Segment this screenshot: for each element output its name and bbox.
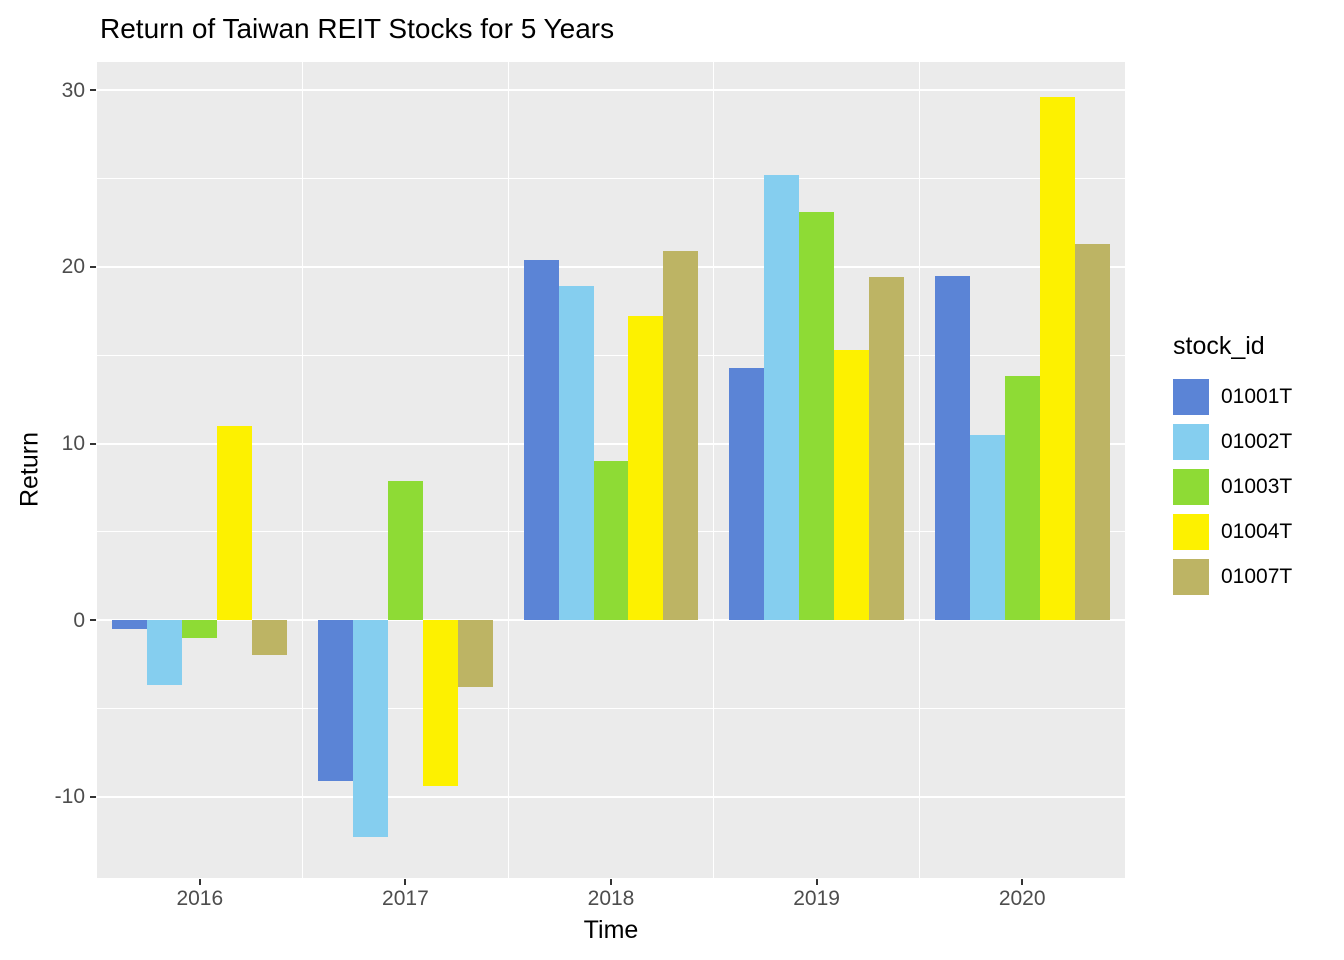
bar-01001T-2016 [112,620,148,629]
x-tick-label-2017: 2017 [382,887,429,910]
gridline-major-y-20 [97,265,1125,268]
legend-label-01002T: 01002T [1221,430,1293,453]
bar-01001T-2019 [729,367,765,621]
x-tick-label-2018: 2018 [587,887,635,910]
x-tick-label-2020: 2020 [998,887,1046,910]
gridline-minor-x-3 [918,62,920,878]
gridline-minor-y-25 [97,178,1125,180]
legend-swatch-01003T [1173,469,1209,505]
bar-01002T-2020 [969,434,1005,621]
legend-item-01004T: 01004T [1173,514,1292,550]
y-tick-mark-0 [90,619,96,622]
x-tick-mark-2018 [610,879,612,885]
gridline-minor-x-2 [713,62,715,878]
y-tick-mark-30 [90,89,96,92]
bar-01003T-2016 [182,620,218,638]
bar-01001T-2018 [523,259,559,621]
legend-item-01001T: 01001T [1173,379,1292,415]
bar-01003T-2020 [1004,376,1040,621]
x-tick-mark-2019 [815,879,818,885]
x-tick-mark-2017 [404,879,407,885]
gridline-minor-x-0 [302,62,304,878]
legend-item-01003T: 01003T [1173,469,1292,505]
bar-01007T-2020 [1074,243,1110,621]
x-tick-mark-2016 [198,879,201,885]
bar-01001T-2020 [934,275,970,621]
gridline-major-y--10 [97,795,1125,798]
gridline-minor-y--5 [97,707,1125,709]
x-axis-label: Time [583,916,639,944]
y-tick-label-0: 0 [73,608,85,632]
legend-swatch-01004T [1173,514,1209,550]
y-tick-label--10: -10 [54,785,85,809]
gridline-major-y-0 [97,619,1125,622]
legend-swatch-01001T [1173,379,1209,415]
bar-01003T-2019 [799,212,835,621]
bar-01004T-2016 [217,425,253,621]
y-tick-label-20: 20 [61,255,85,279]
gridline-major-y-10 [97,442,1125,445]
bar-01007T-2017 [457,620,493,688]
bar-01003T-2017 [387,480,423,621]
bar-01007T-2018 [663,250,699,621]
bar-01002T-2016 [147,620,183,686]
bar-01004T-2017 [422,620,458,787]
legend-item-01007T: 01007T [1173,559,1292,595]
plot-panel [97,62,1125,878]
legend-label-01003T: 01003T [1221,475,1293,498]
y-tick-mark-10 [90,442,96,445]
legend: stock_id 01001T 01002T 01003T 01004T 01007T [1173,332,1292,604]
legend-item-01002T: 01002T [1173,424,1292,460]
y-tick-label-30: 30 [61,78,85,102]
y-axis-label: Return [15,431,44,508]
y-tick-mark-20 [90,265,96,268]
x-tick-label-2016: 2016 [176,887,224,910]
y-tick-mark--10 [90,795,96,798]
bar-01007T-2016 [252,620,288,656]
legend-label-01004T: 01004T [1221,520,1293,543]
legend-label-01001T: 01001T [1221,385,1293,408]
x-tick-label-2019: 2019 [793,887,840,910]
bar-01004T-2019 [834,349,869,621]
bar-01004T-2018 [628,316,664,621]
gridline-minor-x-1 [507,62,509,878]
legend-label-01007T: 01007T [1221,565,1293,588]
legend-swatch-01007T [1173,559,1209,595]
bar-01002T-2017 [352,620,388,838]
legend-swatch-01002T [1173,424,1209,460]
bar-01002T-2019 [764,175,800,621]
gridline-major-y-30 [97,89,1125,92]
y-tick-label-10: 10 [61,432,85,455]
bar-01002T-2018 [558,286,594,621]
gridline-minor-y-15 [97,354,1125,356]
bar-01004T-2020 [1039,97,1075,621]
legend-items: 01001T 01002T 01003T 01004T 01007T [1173,379,1292,595]
bar-01003T-2018 [593,461,629,621]
x-tick-mark-2020 [1021,879,1024,885]
bar-01001T-2017 [318,620,353,781]
chart-title: Return of Taiwan REIT Stocks for 5 Years [100,13,615,44]
bar-01007T-2019 [869,277,904,621]
legend-title: stock_id [1173,332,1265,360]
